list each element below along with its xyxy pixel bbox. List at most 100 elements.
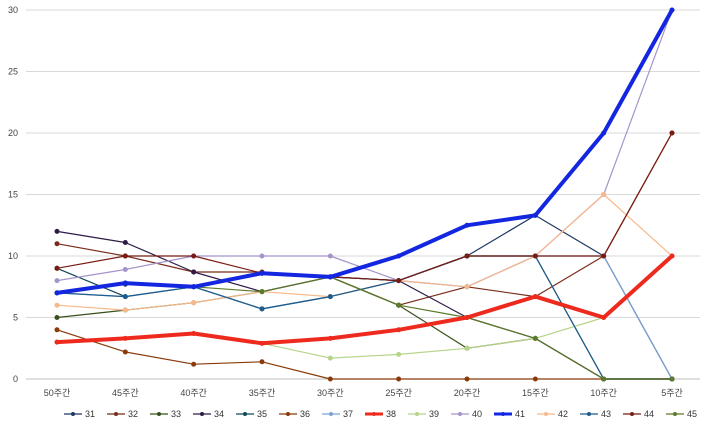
series-line-45 bbox=[56, 276, 673, 380]
x-tick-label: 5주간 bbox=[661, 388, 683, 398]
data-point bbox=[601, 192, 607, 197]
legend-item-34: 34 bbox=[193, 409, 224, 419]
legend-label: 42 bbox=[558, 409, 568, 419]
data-point bbox=[54, 339, 60, 345]
data-point bbox=[122, 239, 128, 245]
data-point bbox=[122, 307, 128, 313]
data-point bbox=[122, 253, 128, 259]
legend-swatch-marker bbox=[544, 412, 548, 416]
data-point bbox=[191, 284, 197, 290]
data-point bbox=[396, 327, 402, 333]
data-point bbox=[259, 340, 265, 346]
legend-item-38: 38 bbox=[365, 409, 396, 419]
data-point bbox=[191, 300, 197, 306]
series-line-38 bbox=[55, 254, 674, 346]
data-point bbox=[464, 345, 470, 351]
data-point bbox=[54, 302, 60, 308]
data-point bbox=[669, 253, 675, 259]
legend-swatch-marker bbox=[200, 412, 204, 416]
legend-item-40: 40 bbox=[451, 409, 482, 419]
data-point bbox=[396, 302, 402, 308]
data-point bbox=[54, 228, 60, 234]
series-34 bbox=[54, 228, 675, 382]
data-point bbox=[532, 253, 538, 259]
legend-label: 39 bbox=[429, 409, 439, 419]
legend-label: 32 bbox=[128, 409, 138, 419]
data-point bbox=[601, 376, 607, 382]
data-point bbox=[191, 269, 197, 275]
legend-label: 41 bbox=[515, 409, 525, 419]
y-tick-label: 0 bbox=[13, 374, 18, 384]
x-tick-label: 50주간 bbox=[44, 388, 71, 398]
data-point bbox=[532, 335, 538, 341]
data-point bbox=[601, 315, 607, 320]
series-line-34 bbox=[56, 230, 673, 380]
data-point bbox=[601, 253, 607, 259]
series-line-33 bbox=[56, 276, 673, 380]
y-tick-label: 10 bbox=[8, 251, 18, 261]
series-line-31 bbox=[56, 214, 673, 380]
y-tick-label: 25 bbox=[8, 67, 18, 77]
legend-swatch-marker bbox=[501, 412, 505, 416]
y-tick-label: 5 bbox=[13, 313, 18, 323]
legend-item-33: 33 bbox=[150, 409, 181, 419]
legend-item-42: 42 bbox=[537, 409, 568, 419]
series-line-41 bbox=[55, 8, 674, 295]
legend-label: 37 bbox=[343, 409, 353, 419]
legend-swatch-marker bbox=[630, 412, 634, 416]
series-41 bbox=[54, 7, 675, 296]
data-point bbox=[464, 284, 470, 290]
y-tick-label: 20 bbox=[8, 128, 18, 138]
x-tick-label: 45주간 bbox=[112, 388, 139, 398]
legend-label: 45 bbox=[687, 409, 697, 419]
data-point bbox=[122, 280, 128, 286]
data-point bbox=[54, 241, 60, 247]
data-point bbox=[601, 130, 607, 136]
x-tick-label: 20주간 bbox=[454, 388, 481, 398]
series-line-40 bbox=[56, 9, 673, 288]
data-point bbox=[532, 376, 538, 382]
x-tick-label: 35주간 bbox=[249, 388, 276, 398]
legend-swatch-marker bbox=[458, 412, 462, 416]
data-point bbox=[396, 351, 402, 357]
series-38 bbox=[54, 253, 675, 346]
data-point bbox=[327, 274, 333, 280]
legend-label: 33 bbox=[171, 409, 181, 419]
data-point bbox=[327, 253, 333, 259]
data-point bbox=[327, 376, 333, 382]
data-point bbox=[54, 278, 60, 284]
data-point bbox=[122, 294, 128, 300]
legend-swatch-marker bbox=[673, 412, 677, 416]
data-point bbox=[464, 222, 470, 228]
legend-swatch-marker bbox=[71, 412, 75, 416]
x-tick-label: 25주간 bbox=[385, 388, 412, 398]
legend-label: 40 bbox=[472, 409, 482, 419]
data-point bbox=[464, 315, 470, 320]
data-point bbox=[54, 315, 60, 320]
legend-swatch-marker bbox=[157, 412, 161, 416]
data-point bbox=[327, 355, 333, 361]
legend-swatch-marker bbox=[372, 412, 376, 416]
legend-label: 38 bbox=[386, 409, 396, 419]
legend-item-36: 36 bbox=[279, 409, 310, 419]
legend-item-35: 35 bbox=[236, 409, 267, 419]
data-point bbox=[396, 253, 402, 259]
series-line-36 bbox=[56, 329, 673, 380]
data-point bbox=[191, 361, 197, 367]
series-44 bbox=[54, 130, 675, 284]
data-point bbox=[259, 289, 265, 295]
data-point bbox=[669, 7, 675, 13]
data-point bbox=[327, 294, 333, 300]
legend-item-43: 43 bbox=[580, 409, 611, 419]
data-point bbox=[259, 306, 265, 312]
data-point bbox=[191, 330, 197, 336]
data-point bbox=[669, 376, 675, 382]
legend-item-44: 44 bbox=[623, 409, 654, 419]
data-point bbox=[327, 335, 333, 341]
legend-item-31: 31 bbox=[64, 409, 95, 419]
data-point bbox=[122, 335, 128, 341]
data-point bbox=[259, 359, 265, 365]
legend-swatch-marker bbox=[286, 412, 290, 416]
